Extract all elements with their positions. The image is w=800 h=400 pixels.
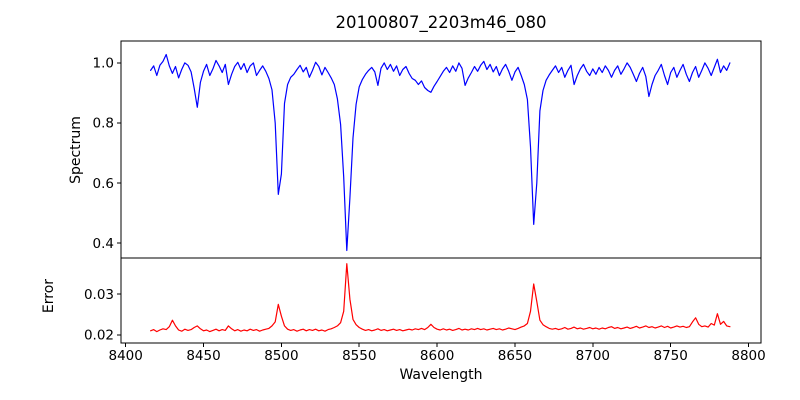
x-tick-label: 8650 [498, 348, 532, 364]
spectrum-panel-border [120, 40, 762, 259]
error-panel-border [120, 257, 762, 344]
error-y-tick-label: 0.03 [84, 287, 114, 303]
x-tick-label: 8600 [420, 348, 454, 364]
error-line [150, 263, 731, 333]
x-tick-label: 8800 [731, 348, 765, 364]
x-tick-label: 8400 [108, 348, 142, 364]
x-tick-label: 8750 [654, 348, 688, 364]
x-tick-label: 8700 [576, 348, 610, 364]
x-tick-label: 8450 [186, 348, 220, 364]
error-y-tick-label: 0.02 [84, 328, 114, 344]
chart-title: 20100807_2203m46_080 [335, 13, 547, 32]
spectrum-y-tick-label: 0.4 [93, 236, 114, 252]
spectrum-line [150, 53, 731, 252]
spectrum-y-tick-label: 0.8 [93, 116, 114, 132]
spectrum-y-tick-label: 0.6 [93, 176, 114, 192]
x-axis-label: Wavelength [399, 367, 483, 383]
x-tick-label: 8550 [342, 348, 376, 364]
x-tick-label: 8500 [264, 348, 298, 364]
spectrum-y-tick-label: 1.0 [93, 56, 114, 72]
